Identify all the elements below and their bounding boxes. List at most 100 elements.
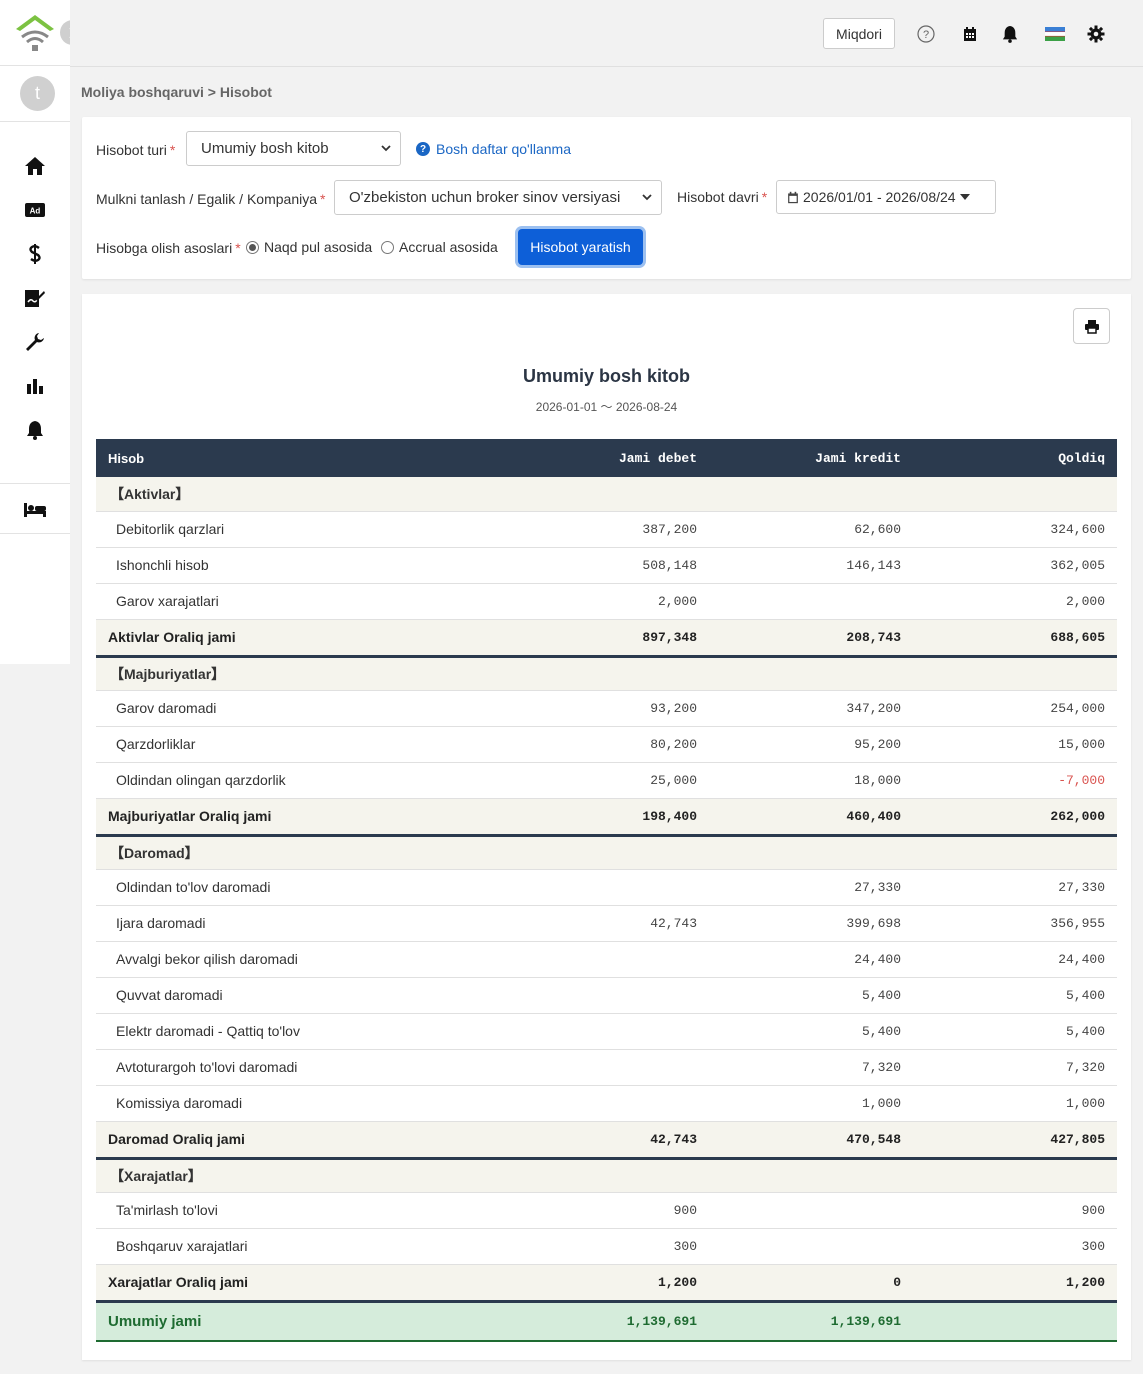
- table-row: Avvalgi bekor qilish daromadi 24,400 24,40…: [96, 941, 1117, 978]
- section-header-row: 【Daromad】: [96, 835, 1117, 870]
- account-name-cell: Oldindan to'lov daromadi: [96, 869, 516, 906]
- property-select[interactable]: O'zbekiston uchun broker sinov versiyasi: [334, 180, 662, 215]
- account-name-cell: Garov daromadi: [96, 690, 516, 727]
- table-row: Boshqaruv xarajatlari 300 300: [96, 1228, 1117, 1265]
- svg-text:?: ?: [923, 29, 929, 41]
- sidebar-item-finance[interactable]: [22, 242, 48, 266]
- balance-cell: 262,000: [913, 798, 1117, 837]
- sidebar-nav-secondary: [0, 484, 70, 534]
- debit-cell: 897,348: [516, 619, 709, 658]
- debit-cell: 80,200: [516, 726, 709, 763]
- column-header-account: Hisob: [96, 439, 516, 477]
- balance-cell: 24,400: [913, 941, 1117, 978]
- sidebar-item-notifications[interactable]: [22, 418, 48, 442]
- balance-cell: 1,200: [913, 1264, 1117, 1303]
- sidebar-item-contracts[interactable]: [22, 286, 48, 310]
- column-header-debit: Jami debet: [516, 439, 709, 477]
- table-row: Avtoturargoh to'lovi daromadi 7,320 7,320: [96, 1049, 1117, 1086]
- debit-cell: 42,743: [516, 905, 709, 942]
- sidebar-item-ads[interactable]: Ad: [22, 198, 48, 222]
- table-row: Oldindan to'lov daromadi 27,330 27,330: [96, 869, 1117, 906]
- table-row: Oldindan olingan qarzdorlik 25,000 18,000-…: [96, 762, 1117, 799]
- period-date-range-picker[interactable]: 2026/01/01 - 2026/08/24: [776, 180, 996, 214]
- debit-cell: 42,743: [516, 1121, 709, 1160]
- section-title: 【Daromad】: [96, 835, 1117, 870]
- gear-icon: [1087, 25, 1105, 43]
- credit-cell: 95,200: [709, 726, 913, 763]
- account-name-cell: Oldindan olingan qarzdorlik: [96, 762, 516, 799]
- report-subtitle: 2026-01-01 〜 2026-08-24: [535, 400, 678, 414]
- balance-cell: 1,000: [913, 1085, 1117, 1122]
- calendar-button[interactable]: [960, 24, 980, 44]
- table-row: Ishonchli hisob 508,148 146,143 362,005: [96, 547, 1117, 584]
- credit-cell: 399,698: [709, 905, 913, 942]
- credit-cell: 5,400: [709, 977, 913, 1014]
- chevron-down-icon: [642, 194, 652, 201]
- table-row: Quvvat daromadi 5,400 5,400: [96, 977, 1117, 1014]
- credit-cell: 5,400: [709, 1013, 913, 1050]
- radio-empty-icon: [381, 240, 394, 254]
- account-name-cell: Daromad Oraliq jami: [96, 1121, 516, 1160]
- guide-link[interactable]: ? Bosh daftar qo'llanma: [416, 141, 571, 157]
- balance-cell: 27,330: [913, 869, 1117, 906]
- sidebar-item-maintenance[interactable]: [22, 330, 48, 354]
- language-button[interactable]: [1044, 24, 1066, 44]
- account-name-cell: Quvvat daromadi: [96, 977, 516, 1014]
- logo-icon[interactable]: [14, 13, 56, 53]
- period-label: Hisobot davri *: [677, 189, 768, 205]
- debit-cell: 1,200: [516, 1264, 709, 1303]
- section-title: 【Majburiyatlar】: [96, 656, 1117, 691]
- balance-cell: 356,955: [913, 905, 1117, 942]
- ledger-body: 【Aktivlar】 Debitorlik qarzlari 387,200 62,6…: [96, 477, 1117, 1342]
- generate-report-button[interactable]: Hisobot yaratish: [518, 229, 643, 265]
- flag-icon: [1045, 27, 1065, 41]
- bed-icon: [24, 503, 46, 517]
- subtotal-row: Daromad Oraliq jami 42,743 470,548 427,805: [96, 1121, 1117, 1160]
- column-header-balance: Qoldiq: [913, 439, 1117, 477]
- balance-cell: 15,000: [913, 726, 1117, 763]
- debit-cell: [516, 1085, 709, 1122]
- debit-cell: [516, 1049, 709, 1086]
- question-circle-icon: ?: [416, 142, 430, 156]
- report-type-select[interactable]: Umumiy bosh kitob: [186, 131, 401, 166]
- account-name-cell: Ijara daromadi: [96, 905, 516, 942]
- breadcrumb: Moliya boshqaruvi > Hisobot: [81, 84, 272, 100]
- section-header-row: 【Majburiyatlar】: [96, 656, 1117, 691]
- sidebar-item-rooms[interactable]: [22, 498, 48, 522]
- avatar[interactable]: t: [20, 76, 55, 111]
- table-row: Elektr daromadi - Qattiq to'lov 5,400 5,40…: [96, 1013, 1117, 1050]
- chevron-down-icon: [381, 145, 391, 152]
- report-panel: Umumiy bosh kitob 2026-01-01 〜 2026-08-2…: [82, 294, 1131, 1360]
- debit-cell: [516, 977, 709, 1014]
- credit-cell: 24,400: [709, 941, 913, 978]
- topbar: Miqdori ?: [70, 0, 1143, 67]
- settings-button[interactable]: [1086, 24, 1106, 44]
- credit-cell: 7,320: [709, 1049, 913, 1086]
- sidebar-item-reports[interactable]: [22, 374, 48, 398]
- bell-icon: [1002, 26, 1018, 43]
- table-row: Garov daromadi 93,200 347,200 254,000: [96, 690, 1117, 727]
- balance-cell: 254,000: [913, 690, 1117, 727]
- notifications-button[interactable]: [1000, 24, 1020, 44]
- radio-selected-icon: [246, 240, 259, 254]
- debit-cell: 1,139,691: [516, 1300, 709, 1342]
- guide-link-text: Bosh daftar qo'llanma: [436, 141, 571, 157]
- account-name-cell: Umumiy jami: [96, 1300, 516, 1342]
- help-button[interactable]: ?: [916, 24, 936, 44]
- sidebar-item-home[interactable]: [22, 154, 48, 178]
- basis-cash-radio[interactable]: Naqd pul asosida: [246, 239, 372, 255]
- account-name-cell: Majburiyatlar Oraliq jami: [96, 798, 516, 837]
- balance-cell: 362,005: [913, 547, 1117, 584]
- report-filter-panel: Hisobot turi * Umumiy bosh kitob ? Bosh d…: [82, 117, 1131, 279]
- debit-cell: [516, 941, 709, 978]
- report-title: Umumiy bosh kitob: [522, 366, 690, 386]
- basis-accrual-radio[interactable]: Accrual asosida: [381, 239, 498, 255]
- section-header-row: 【Aktivlar】: [96, 477, 1117, 512]
- print-button[interactable]: [1073, 308, 1110, 344]
- bell-icon: [27, 421, 43, 440]
- sidebar: t Ad: [0, 0, 85, 664]
- subtotal-row: Xarajatlar Oraliq jami 1,200 0 1,200: [96, 1264, 1117, 1303]
- caret-down-icon: [959, 194, 970, 200]
- miqdori-button[interactable]: Miqdori: [823, 18, 895, 49]
- signature-icon: [25, 290, 45, 307]
